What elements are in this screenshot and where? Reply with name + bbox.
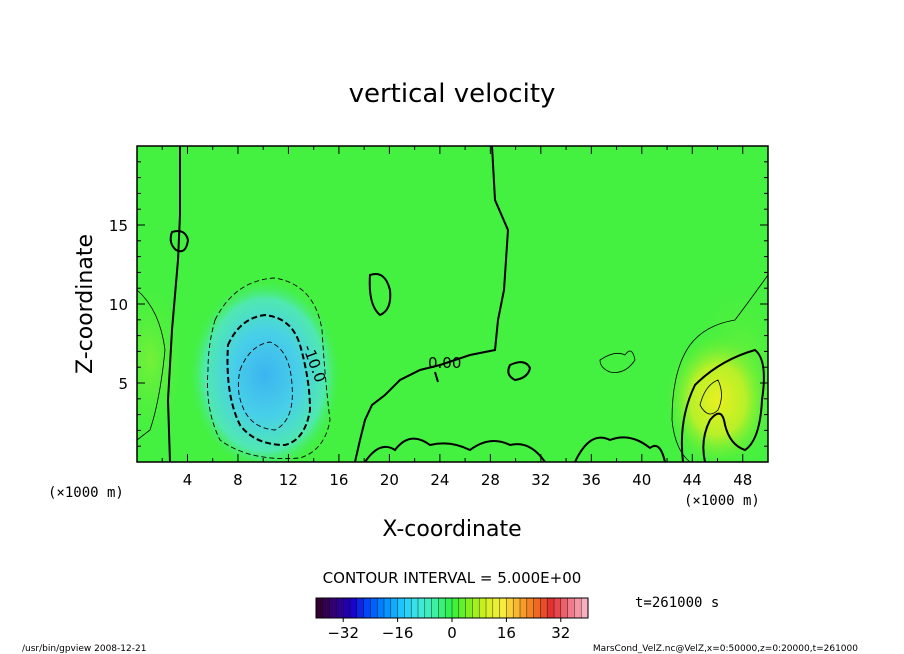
x-tick-label: 48 [733, 471, 752, 489]
x-tick-label: 44 [683, 471, 702, 489]
colorbar-segment [479, 598, 487, 618]
colorbar-segment [377, 598, 385, 618]
colorbar-segment [322, 598, 331, 618]
plot-area: 0.00 -10.0 [137, 146, 768, 462]
colorbar-segment [370, 598, 378, 618]
contour-zero-island [368, 273, 392, 317]
colorbar-segment [560, 598, 569, 618]
x-tick-label: 28 [481, 471, 500, 489]
updraft-core [663, 330, 768, 462]
y-axis-label: Z-coordinate [73, 234, 98, 374]
contour-interval: CONTOUR INTERVAL = 5.000E+00 [323, 569, 582, 587]
colorbar-segment [350, 598, 358, 618]
colorbar-segment [574, 598, 582, 618]
contour-zero-blob-2 [507, 361, 532, 382]
time-label: t=261000 s [635, 595, 719, 611]
x-unit-left: (×1000 m) [48, 485, 124, 501]
x-unit-right: (×1000 m) [684, 493, 760, 509]
colorbar-tick-label: 0 [447, 624, 457, 642]
colorbar-segment [506, 598, 514, 618]
colorbar-segment [533, 598, 541, 618]
contour-positive-spot [599, 350, 636, 373]
colorbar-segment [390, 598, 399, 618]
colorbar-tick-label: −32 [327, 624, 359, 642]
colorbar-segment [499, 598, 507, 618]
colorbar-segment [431, 598, 439, 618]
contour-zero-right [680, 348, 765, 462]
colorbar-segment [486, 598, 494, 618]
colorbar-ticks: −32 −16 0 16 32 [327, 618, 570, 642]
colorbar-segment [356, 598, 365, 618]
positive-contours [137, 274, 768, 462]
colorbar-segment [445, 598, 453, 618]
colorbar-segment [316, 598, 324, 618]
colorbar-tick-label: −16 [382, 624, 414, 642]
contour-minus-10 [226, 313, 312, 447]
colorbar-segment [418, 598, 426, 618]
colorbar-segment [397, 598, 405, 618]
zero-contours [166, 146, 765, 462]
weak-positive-region-left [137, 270, 190, 450]
colorbar [315, 597, 589, 619]
contour-label-zero: 0.00 [428, 354, 461, 372]
x-tick-label: 24 [430, 471, 449, 489]
contour-zero-small [434, 371, 439, 383]
x-axis-ticks: 4 8 12 16 20 24 28 32 36 40 44 48 [136, 146, 769, 489]
x-tick-label: 32 [531, 471, 550, 489]
chart-title: vertical velocity [349, 79, 556, 109]
footer-right: MarsCond_VelZ.nc@VelZ,x=0:50000,z=0:2000… [593, 644, 858, 654]
colorbar-segment [581, 598, 589, 618]
y-tick-label: 5 [118, 375, 128, 393]
colorbar-segment [452, 598, 460, 618]
y-tick-label: 10 [109, 296, 128, 314]
contour-minus-15 [237, 341, 293, 431]
colorbar-segment [520, 598, 528, 618]
x-tick-label: 12 [279, 471, 298, 489]
x-tick-label: 20 [380, 471, 399, 489]
colorbar-segment [343, 598, 351, 618]
colorbar-segment [336, 598, 344, 618]
contour-positive-core [699, 379, 722, 415]
downdraft-core [190, 280, 340, 462]
colorbar-segment [567, 598, 575, 618]
x-tick-label: 8 [233, 471, 243, 489]
colorbar-segment [492, 598, 501, 618]
contour-zero-bottom-right [574, 436, 666, 462]
colorbar-segment [424, 598, 433, 618]
colorbar-segment [465, 598, 473, 618]
contour-positive-left [137, 289, 166, 441]
colorbar-tick-label: 32 [551, 624, 570, 642]
contour-positive-right [671, 274, 768, 462]
colorbar-segment [384, 598, 392, 618]
colorbar-segment [540, 598, 548, 618]
x-axis-label: X-coordinate [382, 517, 521, 542]
x-tick-label: 4 [183, 471, 193, 489]
colorbar-segment [472, 598, 480, 618]
colorbar-segment [329, 598, 337, 618]
colorbar-tick-label: 16 [497, 624, 516, 642]
contour-zero-blob-1 [169, 230, 190, 253]
y-tick-label: 15 [109, 217, 128, 235]
colorbar-segment [513, 598, 521, 618]
colorbar-segment [547, 598, 555, 618]
colorbar-segment [363, 598, 371, 618]
colorbar-segment [404, 598, 412, 618]
colorbar-segment [411, 598, 419, 618]
y-axis-ticks: 5 10 15 [109, 145, 768, 463]
x-tick-label: 40 [632, 471, 651, 489]
footer-left: /usr/bin/gpview 2008-12-21 [22, 644, 146, 654]
colorbar-segment [526, 598, 535, 618]
x-tick-label: 16 [329, 471, 348, 489]
colorbar-segment [438, 598, 446, 618]
x-tick-label: 36 [582, 471, 601, 489]
contour-zero-mid [354, 146, 510, 462]
colorbar-segment [554, 598, 562, 618]
negative-contours [207, 277, 331, 460]
contour-minus-5 [207, 277, 331, 460]
contour-zero-left [166, 146, 181, 462]
colorbar-segment [458, 598, 467, 618]
contour-zero-bottom [364, 437, 546, 462]
